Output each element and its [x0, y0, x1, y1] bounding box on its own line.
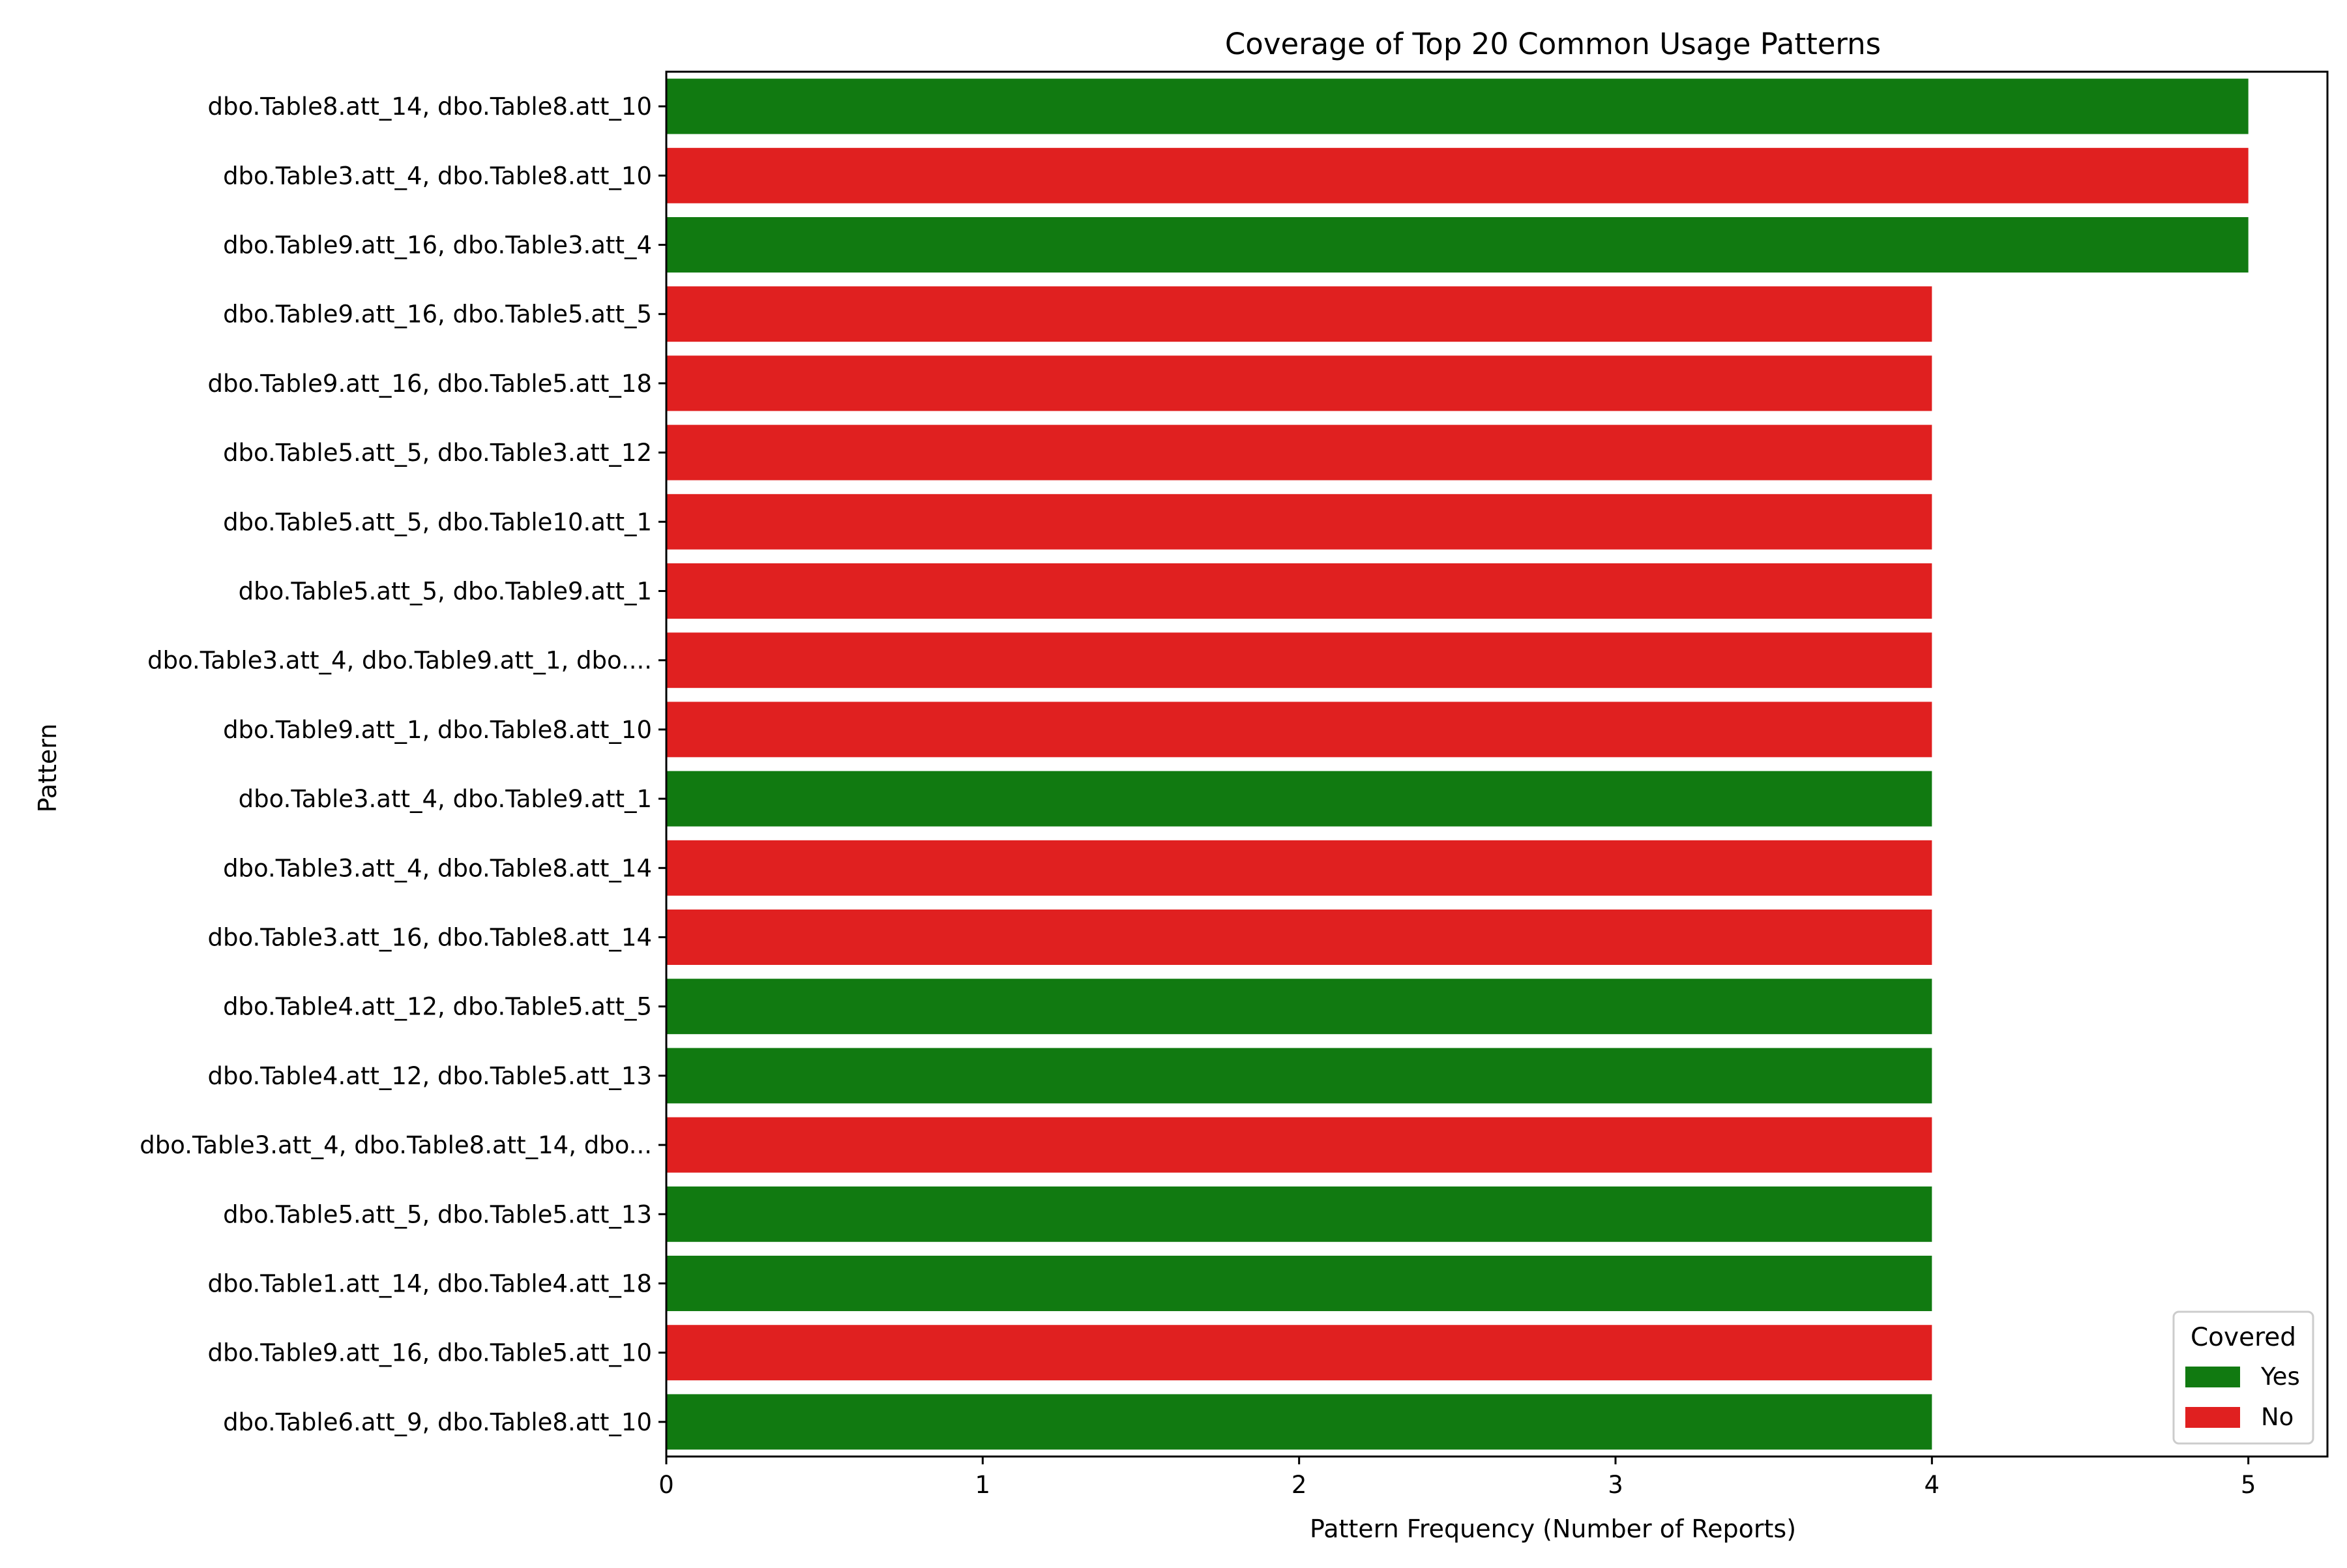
- bar: [666, 355, 1932, 411]
- y-tick-label: dbo.Table3.att_16, dbo.Table8.att_14: [208, 924, 652, 952]
- bar: [666, 563, 1932, 619]
- y-axis-label: Pattern: [33, 724, 62, 813]
- y-tick-label: dbo.Table9.att_16, dbo.Table5.att_5: [223, 301, 652, 329]
- chart-title: Coverage of Top 20 Common Usage Patterns: [1225, 27, 1881, 61]
- y-tick-label: dbo.Table9.att_16, dbo.Table5.att_10: [208, 1339, 652, 1367]
- bar: [666, 217, 2249, 273]
- bar: [666, 1394, 1932, 1450]
- y-tick-label: dbo.Table3.att_4, dbo.Table9.att_1, dbo.…: [147, 647, 652, 675]
- x-tick-label: 2: [1292, 1471, 1307, 1499]
- plot-frame: [665, 70, 2329, 1458]
- legend-swatch: [2185, 1407, 2240, 1428]
- y-tick-label: dbo.Table5.att_5, dbo.Table10.att_1: [223, 508, 652, 536]
- y-tick-label: dbo.Table5.att_5, dbo.Table3.att_12: [223, 439, 652, 467]
- x-axis-label: Pattern Frequency (Number of Reports): [1310, 1515, 1796, 1543]
- bar: [666, 424, 1932, 481]
- bar: [666, 632, 1932, 688]
- y-tick-label: dbo.Table9.att_16, dbo.Table5.att_18: [208, 370, 652, 398]
- legend-swatch: [2185, 1367, 2240, 1387]
- y-tick-label: dbo.Table8.att_14, dbo.Table8.att_10: [208, 93, 652, 121]
- y-tick-label: dbo.Table9.att_16, dbo.Table3.att_4: [223, 231, 652, 259]
- y-tick-label: dbo.Table5.att_5, dbo.Table5.att_13: [223, 1200, 652, 1228]
- legend-label: Yes: [2260, 1363, 2300, 1391]
- x-tick-label: 4: [1925, 1471, 1940, 1499]
- x-tick-label: 1: [975, 1471, 991, 1499]
- y-tick-label: dbo.Table3.att_4, dbo.Table8.att_14, dbo…: [140, 1131, 652, 1159]
- y-tick-label: dbo.Table9.att_1, dbo.Table8.att_10: [223, 716, 652, 744]
- bar: [666, 1186, 1932, 1242]
- y-tick-label: dbo.Table3.att_4, dbo.Table8.att_14: [223, 854, 652, 882]
- legend-label: No: [2261, 1403, 2294, 1431]
- x-tick-label: 5: [2241, 1471, 2256, 1499]
- bar: [666, 78, 2249, 134]
- y-tick-label: dbo.Table3.att_4, dbo.Table9.att_1: [239, 785, 652, 813]
- y-tick-label: dbo.Table6.att_9, dbo.Table8.att_10: [223, 1408, 652, 1436]
- y-ticks-layer: dbo.Table8.att_14, dbo.Table8.att_10 dbo.…: [140, 93, 666, 1436]
- y-tick-label: dbo.Table4.att_12, dbo.Table5.att_5: [223, 993, 652, 1021]
- bar: [666, 910, 1932, 965]
- bar: [666, 1325, 1932, 1381]
- bar: [666, 1048, 1932, 1104]
- bar: [666, 494, 1932, 550]
- bar: [666, 1256, 1932, 1311]
- y-tick-label: dbo.Table3.att_4, dbo.Table8.att_10: [223, 162, 652, 190]
- bar: [666, 1117, 1932, 1173]
- bar: [666, 979, 1932, 1035]
- bar: [666, 702, 1932, 758]
- legend-title: Covered: [2191, 1323, 2296, 1352]
- y-tick-label: dbo.Table1.att_14, dbo.Table4.att_18: [208, 1270, 652, 1298]
- x-tick-label: 0: [658, 1471, 674, 1499]
- bar: [666, 286, 1932, 342]
- bars-layer: [666, 78, 2249, 1450]
- bar: [666, 771, 1932, 827]
- bar: [666, 840, 1932, 896]
- y-tick-label: dbo.Table5.att_5, dbo.Table9.att_1: [239, 578, 652, 606]
- y-tick-label: dbo.Table4.att_12, dbo.Table5.att_13: [208, 1062, 652, 1090]
- x-tick-label: 3: [1608, 1471, 1623, 1499]
- bar: [666, 147, 2249, 203]
- legend: Covered Yes No: [2172, 1310, 2314, 1445]
- x-ticks-layer: 0 1 2 3 4 5: [658, 1457, 2256, 1499]
